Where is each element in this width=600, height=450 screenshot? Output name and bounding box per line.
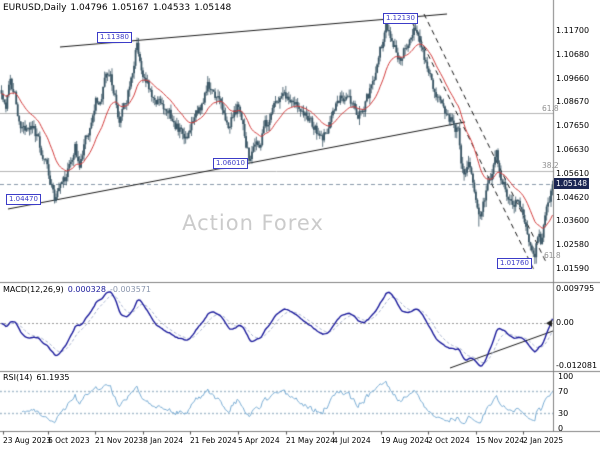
- price-axis-label: 1.02580: [556, 240, 590, 249]
- rsi-axis-label: 100: [558, 372, 574, 381]
- time-axis-label: 21 Feb 2024: [190, 436, 237, 445]
- macd-name: MACD(12,26,9): [3, 285, 64, 294]
- time-axis-label: 2 Jan 2025: [523, 436, 564, 445]
- fib-level-label: 61.8: [544, 251, 561, 260]
- price-axis-label: 1.03600: [556, 216, 590, 225]
- price-axis-label: 1.04620: [556, 193, 590, 202]
- chart-header: EURUSD,Daily 1.04796 1.05167 1.04533 1.05148: [3, 3, 235, 13]
- fib-level-label: 61.8: [542, 104, 559, 113]
- fib-level-label: 38.2: [542, 161, 559, 170]
- time-axis-label: 21 Nov 2023: [95, 436, 144, 445]
- time-axis-label: 5 Apr 2024: [238, 436, 280, 445]
- price-axis-label: 1.06630: [556, 145, 590, 154]
- ohlc-close: 1.05148: [194, 3, 232, 13]
- time-axis-label: 21 May 2024: [286, 436, 335, 445]
- time-axis-label: 8 Jan 2024: [143, 436, 184, 445]
- swing-price-marker: 1.12130: [383, 13, 418, 24]
- current-price-badge: 1.05148: [554, 178, 590, 189]
- time-axis-label: 4 Jul 2024: [333, 436, 371, 445]
- macd-axis-label: -0.012081: [556, 361, 598, 370]
- time-axis-label: 2 Oct 2024: [428, 436, 470, 445]
- swing-price-marker: 1.11380: [97, 32, 132, 43]
- macd-axis-label: 0.009795: [556, 284, 595, 293]
- rsi-axis-label: 70: [558, 387, 569, 396]
- ohlc-open: 1.04796: [70, 3, 108, 13]
- price-axis-label: 1.09660: [556, 74, 590, 83]
- swing-price-marker: 1.06010: [213, 158, 248, 169]
- macd-axis-label: 0.00: [556, 318, 574, 327]
- time-axis-label: 23 Aug 2023: [3, 436, 52, 445]
- price-axis-label: 1.07650: [556, 121, 590, 130]
- time-axis-label: 19 Aug 2024: [381, 436, 430, 445]
- price-axis-label: 1.10680: [556, 50, 590, 59]
- macd-main-value: 0.000328: [67, 285, 106, 294]
- time-axis-label: 6 Oct 2023: [48, 436, 90, 445]
- rsi-name: RSI(14): [3, 373, 33, 382]
- rsi-value: 61.1935: [36, 373, 70, 382]
- ohlc-low: 1.04533: [152, 3, 191, 13]
- rsi-axis-label: 0: [558, 424, 564, 433]
- price-axis-label: 1.05610: [556, 169, 590, 178]
- rsi-axis-label: 30: [558, 409, 569, 418]
- macd-signal-value: -0.003571: [109, 285, 151, 294]
- ohlc-high: 1.05167: [111, 3, 149, 13]
- swing-price-marker: 1.04470: [6, 194, 41, 205]
- watermark: Action Forex: [182, 211, 324, 235]
- symbol-timeframe-label: EURUSD,Daily: [3, 3, 67, 13]
- price-axis-label: 1.08670: [556, 97, 590, 106]
- time-axis-label: 15 Nov 2024: [476, 436, 525, 445]
- rsi-label: RSI(14) 61.1935: [3, 373, 74, 382]
- price-axis-label: 1.11700: [556, 26, 590, 35]
- price-axis-label: 1.01590: [556, 264, 590, 273]
- swing-price-marker: 1.01760: [497, 258, 532, 269]
- macd-label: MACD(12,26,9) 0.000328 -0.003571: [3, 285, 155, 294]
